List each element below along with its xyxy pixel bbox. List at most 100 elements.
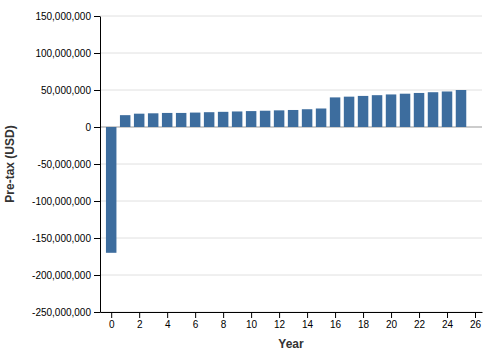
x-tick: 2 [137, 312, 143, 330]
y-tick-label: 100,000,000 [35, 48, 91, 59]
y-tick-mark [94, 16, 100, 17]
y-tick-label: -50,000,000 [38, 159, 92, 170]
y-axis-title: Pre-tax (USD) [3, 125, 17, 202]
x-tick-mark [307, 312, 308, 318]
x-tick-mark [251, 312, 252, 318]
y-tick-label: -150,000,000 [32, 233, 91, 244]
x-axis-line [101, 312, 483, 313]
x-tick-label: 2 [137, 319, 143, 330]
y-tick: -250,000,000 [32, 307, 100, 318]
x-tick-mark [195, 312, 196, 318]
x-tick-mark [111, 312, 112, 318]
y-tick-label: 150,000,000 [35, 11, 91, 22]
y-tick: 100,000,000 [35, 48, 100, 59]
y-tick: -150,000,000 [32, 233, 100, 244]
bar [218, 112, 228, 127]
x-tick-mark [279, 312, 280, 318]
x-tick-label: 22 [414, 319, 426, 330]
bar [176, 113, 186, 127]
x-axis: 02468101214161820222426 [101, 312, 483, 330]
grid [100, 16, 482, 312]
x-tick: 14 [302, 312, 314, 330]
bar [414, 93, 424, 127]
x-tick: 22 [414, 312, 426, 330]
x-axis-title: Year [278, 337, 304, 351]
bar [456, 90, 466, 127]
grid-line [100, 90, 482, 91]
y-tick-mark [94, 201, 100, 202]
bar [134, 114, 144, 127]
y-tick-label: -200,000,000 [32, 270, 91, 281]
y-tick-label: -250,000,000 [32, 307, 91, 318]
y-tick-label: 50,000,000 [41, 85, 91, 96]
y-tick: -100,000,000 [32, 196, 100, 207]
bar [148, 113, 158, 127]
bar [442, 91, 452, 127]
bar [316, 109, 326, 128]
bar [330, 97, 340, 127]
bar [120, 115, 130, 127]
y-tick-label: -100,000,000 [32, 196, 91, 207]
grid-line [100, 238, 482, 239]
y-tick-mark [94, 275, 100, 276]
x-tick-mark [391, 312, 392, 318]
y-axis: -250,000,000 -200,000,000 -150,000,000 -100… [32, 11, 100, 318]
x-tick-label: 4 [165, 319, 171, 330]
bars [106, 90, 466, 253]
bar [106, 127, 116, 253]
bar [386, 94, 396, 127]
y-tick-mark [94, 53, 100, 54]
x-tick-label: 24 [442, 319, 454, 330]
bar [246, 111, 256, 127]
x-tick-label: 10 [246, 319, 258, 330]
x-tick-mark [139, 312, 140, 318]
x-tick-mark [419, 312, 420, 318]
x-tick: 6 [193, 312, 199, 330]
x-tick: 8 [221, 312, 227, 330]
x-tick-label: 0 [109, 319, 115, 330]
bar [162, 113, 172, 127]
x-tick-label: 18 [358, 319, 370, 330]
bar [274, 110, 284, 127]
x-tick-mark [475, 312, 476, 318]
x-tick-label: 16 [330, 319, 342, 330]
x-tick-label: 20 [386, 319, 398, 330]
grid-line [100, 201, 482, 202]
bar [190, 113, 200, 127]
y-tick-mark [94, 238, 100, 239]
x-tick-label: 26 [470, 319, 482, 330]
y-tick-mark [94, 312, 100, 313]
x-tick-label: 8 [221, 319, 227, 330]
y-tick: 150,000,000 [35, 11, 100, 22]
y-tick-mark [94, 90, 100, 91]
x-tick: 26 [470, 312, 482, 330]
y-tick: 0 [85, 122, 100, 133]
bar [260, 111, 270, 127]
grid-line [100, 275, 482, 276]
x-tick-mark [335, 312, 336, 318]
x-tick-mark [223, 312, 224, 318]
grid-line [100, 16, 482, 17]
grid-line [100, 312, 482, 313]
bar [232, 111, 242, 127]
x-tick-label: 12 [274, 319, 286, 330]
grid-line [100, 53, 482, 54]
x-tick: 0 [109, 312, 115, 330]
x-tick-mark [363, 312, 364, 318]
x-tick: 12 [274, 312, 286, 330]
bar [428, 92, 438, 127]
x-tick: 10 [246, 312, 258, 330]
x-tick-mark [447, 312, 448, 318]
plot: 02468101214161820222426-250,000,000-200,… [32, 11, 482, 330]
bar [400, 94, 410, 127]
x-tick: 4 [165, 312, 171, 330]
y-tick-label: 0 [85, 122, 91, 133]
y-axis-line [100, 17, 101, 313]
x-tick: 20 [386, 312, 398, 330]
y-tick: -50,000,000 [38, 159, 100, 170]
bar [372, 95, 382, 127]
bar [204, 112, 214, 127]
bar [344, 97, 354, 127]
x-tick: 18 [358, 312, 370, 330]
bar [302, 109, 312, 127]
